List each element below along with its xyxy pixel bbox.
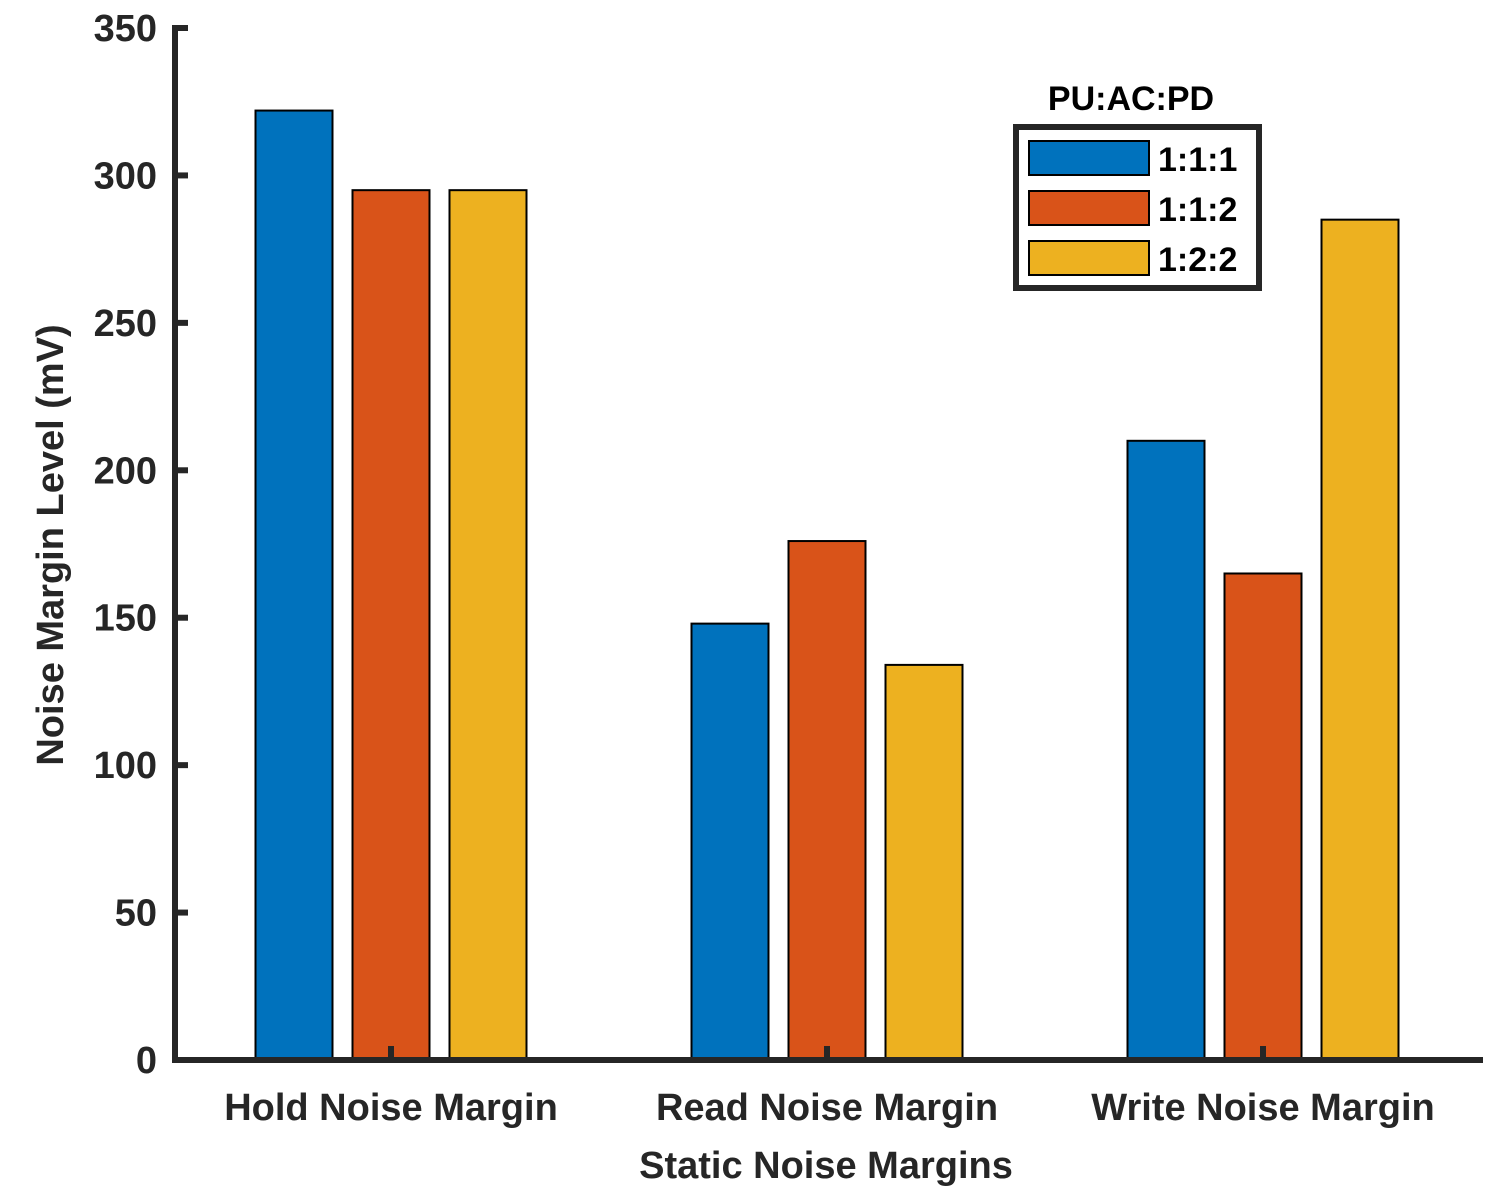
legend[interactable]: PU:AC:PD 1:1:1 1:1:2 1:2:2 — [1013, 80, 1262, 291]
bar-1-1-2-read-noise-margin — [787, 540, 867, 1061]
y-tick-label: 50 — [115, 893, 157, 935]
bar-1-1-1-hold-noise-margin — [254, 109, 334, 1061]
y-tick-label: 200 — [94, 450, 157, 492]
legend-label-1-2-2[interactable]: 1:2:2 — [1158, 241, 1237, 279]
bar-1-2-2-write-noise-margin — [1320, 218, 1400, 1061]
bars-group — [254, 109, 1400, 1062]
x-tick-label: Write Noise Margin — [1091, 1087, 1434, 1129]
y-tick-label: 0 — [136, 1040, 157, 1082]
x-ticks-group: Hold Noise Margin Read Noise Margin Write … — [224, 1046, 1435, 1129]
bar-1-1-2-write-noise-margin — [1223, 572, 1303, 1061]
legend-label-1-1-1[interactable]: 1:1:1 — [1158, 141, 1237, 179]
bar-1-2-2-hold-noise-margin — [448, 189, 528, 1061]
y-tick-label: 100 — [94, 745, 157, 787]
legend-swatch-1-2-2 — [1028, 240, 1150, 276]
y-tick-label: 150 — [94, 598, 157, 640]
x-tick-label: Read Noise Margin — [656, 1087, 998, 1129]
bar-1-1-2-hold-noise-margin — [351, 189, 431, 1061]
y-tick-label: 350 — [94, 8, 157, 50]
y-axis-title: Noise Margin Level (mV) — [30, 324, 72, 765]
bar-1-1-1-read-noise-margin — [690, 622, 770, 1062]
y-ticks-group: 0 50 100 150 200 250 300 350 — [94, 8, 188, 1082]
legend-swatch-1-1-1 — [1028, 140, 1150, 176]
legend-title: PU:AC:PD — [1048, 80, 1214, 118]
bar-1-2-2-read-noise-margin — [884, 663, 964, 1061]
x-tick-label: Hold Noise Margin — [224, 1087, 558, 1129]
y-tick-label: 300 — [94, 155, 157, 197]
bar-1-1-1-write-noise-margin — [1126, 439, 1206, 1061]
x-axis-title: Static Noise Margins — [639, 1145, 1013, 1187]
y-tick-label: 250 — [94, 303, 157, 345]
legend-swatch-1-1-2 — [1028, 190, 1150, 226]
legend-label-1-1-2[interactable]: 1:1:2 — [1158, 191, 1237, 229]
